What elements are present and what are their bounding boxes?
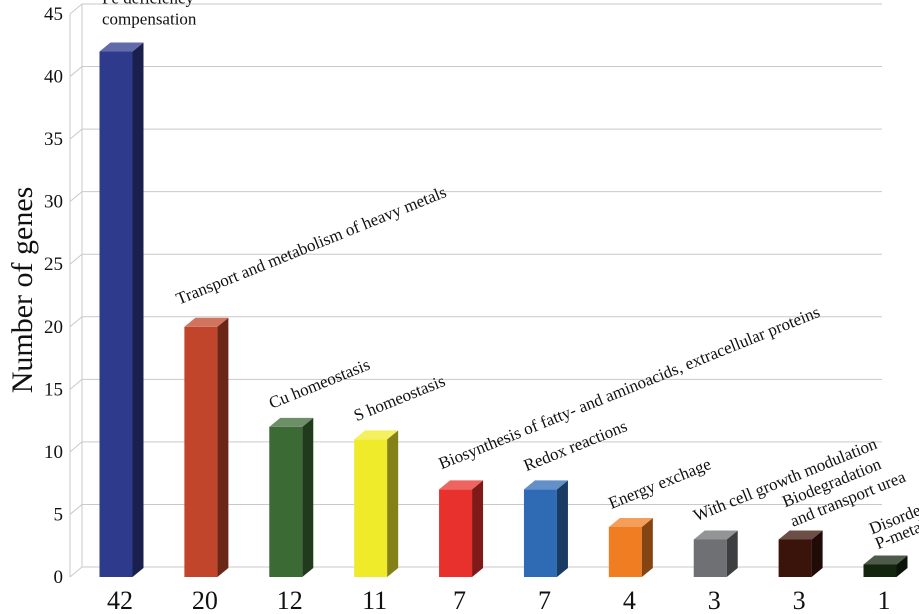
bar-4 [439,480,484,577]
y-tick-label: 0 [54,567,64,588]
y-tick-label: 30 [44,192,63,213]
category-label: Biosynthesis of fatty- and aminoacids, e… [436,302,823,473]
bar-side [896,555,908,577]
bar-1 [184,317,229,577]
category-label-line: Cu homeostasis [266,355,373,413]
category-label: Cu homeostasis [266,355,373,413]
bar-3 [354,430,399,577]
y-tick-label: 10 [44,442,63,463]
bar-side [641,517,653,577]
category-label-line: Transport and metabolism of heavy metals [173,182,449,308]
y-axis-ticks: 0 5 10 15 20 25 30 35 40 45 [44,4,63,588]
gridline-depth-30 [69,191,83,203]
bar-front [354,439,388,577]
x-tick-label: 42 [107,586,133,614]
bar-side [132,42,144,578]
bar-top [354,430,399,440]
x-tick-label: 12 [277,586,303,614]
bar-top [693,530,738,540]
bar-side [302,417,314,577]
category-label-line: Fe deficiency [102,0,195,8]
y-tick-label: 45 [44,4,63,25]
bar-side [217,317,229,577]
bar-side [472,480,484,577]
x-tick-label: 3 [793,586,806,614]
bar-front [863,564,897,577]
y-tick-label: 15 [44,379,63,400]
y-axis-label: Number of genes [6,187,39,394]
x-tick-label: 7 [453,586,466,614]
bar-front [523,489,557,577]
category-label-line: compensation [102,10,197,29]
gridline-depth-45 [69,3,83,15]
gridline-depth-0 [69,566,83,578]
category-label: Fe deficiency compensation [102,0,197,29]
y-tick-label: 20 [44,317,63,338]
bar-9 [863,555,908,577]
bar-8 [778,530,823,577]
bar-top [269,417,314,427]
bar-top [523,480,568,490]
bar-top [863,555,908,565]
bar-top [99,42,144,52]
bar-front [778,539,812,577]
bar-front [439,489,473,577]
gridline-depth-20 [69,316,83,328]
bar-front [608,526,642,577]
category-label-line: Biosynthesis of fatty- and aminoacids, e… [436,302,823,473]
bar-front [269,426,303,577]
bar-5 [523,480,568,577]
x-tick-label: 11 [362,586,387,614]
bar-side [556,480,568,577]
bar-6 [608,517,653,577]
gridline-depth-25 [69,253,83,265]
gridline-depth-10 [69,441,83,453]
bars [99,42,908,578]
bar-top [439,480,484,490]
x-tick-label: 4 [623,586,636,614]
x-tick-label: 20 [192,586,218,614]
gridline-depth-15 [69,378,83,390]
y-tick-label: 40 [44,67,63,88]
y-tick-label: 35 [44,129,63,150]
bar-top [608,517,653,527]
bar-side [726,530,738,577]
gridline-depth-35 [69,128,83,140]
category-label: Transport and metabolism of heavy metals [173,182,449,308]
x-tick-label: 1 [878,586,891,614]
bar-7 [693,530,738,577]
x-axis-tick-labels: 42 20 12 11 7 7 4 3 3 1 [107,586,891,614]
bar-side [811,530,823,577]
y-tick-label: 5 [54,504,64,525]
x-tick-label: 7 [538,586,551,614]
gridline-depth-40 [69,66,83,77]
bar-top [184,317,229,327]
x-tick-label: 3 [708,586,721,614]
bar-front [184,326,218,577]
bar-front [693,539,727,577]
gridline-depth-5 [69,504,83,515]
bar-front [99,51,133,578]
y-tick-label: 25 [44,254,63,275]
bar-0 [99,42,144,578]
bar-side [387,430,399,577]
bar-top [778,530,823,540]
bar-2 [269,417,314,577]
